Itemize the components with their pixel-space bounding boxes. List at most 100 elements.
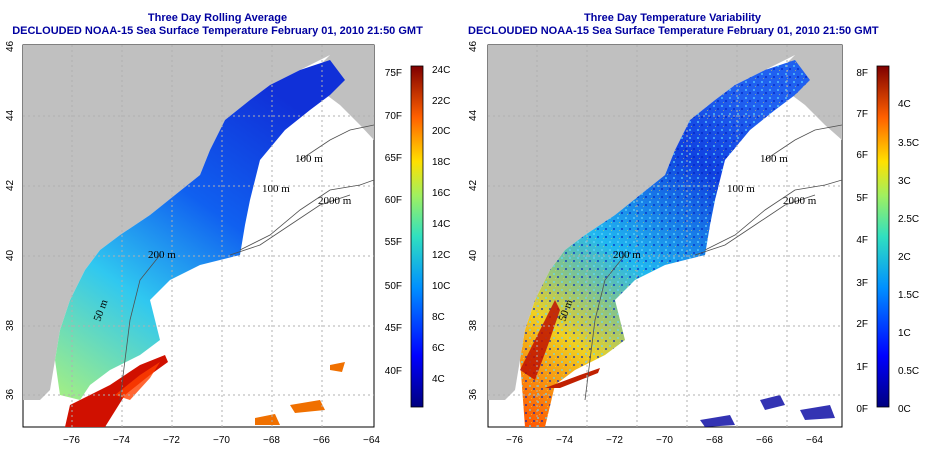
right-cb-f-label: 2F	[856, 319, 868, 330]
left-cb-f-label: 50F	[385, 281, 402, 292]
right-cb-f-label: 6F	[856, 150, 868, 161]
left-lat-label: 46	[5, 40, 16, 52]
left-lon-label: −74	[113, 435, 130, 446]
left-lat-labels: 36 38 40 42 44 46	[5, 40, 16, 400]
right-lon-label: −68	[706, 435, 723, 446]
left-cb-c-label: 4C	[432, 374, 445, 385]
right-cb-f-label: 3F	[856, 278, 868, 289]
left-cb-c-label: 16C	[432, 188, 450, 199]
right-lat-label: 46	[468, 40, 479, 52]
right-offshore-patches	[700, 395, 835, 427]
right-colorbar-f-labels: 8F 7F 6F 5F 4F 3F 2F 1F 0F	[856, 68, 868, 415]
right-map-panel: 100 m 100 m 2000 m 200 m 50 m −76 −74 −7…	[468, 40, 919, 446]
right-lat-label: 44	[468, 109, 479, 121]
right-colorbar	[876, 65, 890, 408]
left-map-panel: 100 m 100 m 2000 m 200 m 50 m −76 −74 −7…	[5, 40, 450, 446]
left-lon-labels: −76 −74 −72 −70 −68 −66 −64	[63, 435, 380, 446]
left-gridlines	[23, 45, 374, 427]
right-cb-c-label: 2.5C	[898, 214, 919, 225]
right-lat-label: 38	[468, 319, 479, 331]
left-contours	[119, 124, 374, 401]
left-cb-c-label: 18C	[432, 157, 450, 168]
left-cb-f-label: 70F	[385, 111, 402, 122]
right-contour-label-100m-a: 100 m	[760, 153, 788, 165]
right-cb-c-label: 1.5C	[898, 290, 919, 301]
right-contour-label-100m-b: 100 m	[727, 183, 755, 195]
right-gridlines	[488, 45, 842, 427]
right-cb-f-label: 4F	[856, 235, 868, 246]
right-cb-c-label: 0.5C	[898, 366, 919, 377]
right-shelf-texture	[520, 60, 810, 427]
right-cb-c-label: 0C	[898, 404, 911, 415]
left-lat-label: 38	[5, 319, 16, 331]
left-lon-label: −68	[263, 435, 280, 446]
right-title-line2: DECLOUDED NOAA-15 Sea Surface Temperatur…	[468, 25, 879, 37]
left-cb-c-label: 8C	[432, 312, 445, 323]
left-contour-label-200m: 200 m	[148, 249, 176, 261]
right-lat-label: 40	[468, 249, 479, 261]
right-contours	[584, 124, 842, 401]
left-cb-c-label: 14C	[432, 219, 450, 230]
left-cb-f-label: 60F	[385, 195, 402, 206]
right-contour-label-200m: 200 m	[613, 249, 641, 261]
right-cb-f-label: 0F	[856, 404, 868, 415]
left-lon-label: −70	[213, 435, 230, 446]
right-lon-label: −76	[506, 435, 523, 446]
left-lat-label: 36	[5, 388, 16, 400]
left-colorbar-f-labels: 75F 70F 65F 60F 55F 50F 45F 40F	[385, 68, 402, 377]
right-lon-label: −74	[556, 435, 573, 446]
left-land	[23, 45, 374, 400]
left-cb-c-label: 12C	[432, 250, 450, 261]
left-lon-label: −72	[163, 435, 180, 446]
left-cb-c-label: 20C	[432, 126, 450, 137]
right-lon-label: −66	[756, 435, 773, 446]
left-cb-f-label: 45F	[385, 323, 402, 334]
left-lon-label: −66	[313, 435, 330, 446]
left-warm-patches	[255, 362, 345, 425]
right-contour-label-2000m: 2000 m	[783, 195, 817, 207]
left-lat-label: 44	[5, 109, 16, 121]
left-contour-label-100m-a: 100 m	[295, 153, 323, 165]
left-cb-c-label: 24C	[432, 65, 450, 76]
left-gulf-edge	[115, 362, 160, 400]
right-lon-label: −70	[656, 435, 673, 446]
left-lon-label: −76	[63, 435, 80, 446]
left-lat-label: 40	[5, 249, 16, 261]
right-cb-c-label: 2C	[898, 252, 911, 263]
right-lat-labels: 36 38 40 42 44 46	[468, 40, 479, 400]
left-cb-f-label: 65F	[385, 153, 402, 164]
right-lat-label: 36	[468, 388, 479, 400]
left-title-line2: DECLOUDED NOAA-15 Sea Surface Temperatur…	[12, 25, 423, 37]
right-lon-label: −72	[606, 435, 623, 446]
right-cb-f-label: 1F	[856, 362, 868, 373]
left-cb-c-label: 22C	[432, 96, 450, 107]
left-colorbar	[410, 65, 424, 408]
right-cb-f-label: 8F	[856, 68, 868, 79]
right-land	[488, 45, 842, 400]
right-lon-labels: −76 −74 −72 −70 −68 −66 −64	[506, 435, 823, 446]
left-cb-f-label: 75F	[385, 68, 402, 79]
right-lon-label: −64	[806, 435, 823, 446]
left-contour-label-100m-b: 100 m	[262, 183, 290, 195]
left-gulf-stream	[65, 355, 168, 427]
right-lat-label: 42	[468, 179, 479, 191]
left-colorbar-c-labels: 24C 22C 20C 18C 16C 14C 12C 10C 8C 6C 4C	[432, 65, 450, 385]
right-title-line1: Three Day Temperature Variability	[583, 12, 762, 24]
right-colorbar-c-labels: 4C 3.5C 3C 2.5C 2C 1.5C 1C 0.5C 0C	[898, 99, 919, 415]
right-cb-f-label: 7F	[856, 109, 868, 120]
right-gulf-front	[545, 368, 600, 388]
right-cb-f-label: 5F	[856, 193, 868, 204]
left-contour-label-2000m: 2000 m	[318, 195, 352, 207]
left-cb-c-label: 6C	[432, 343, 445, 354]
right-cb-c-label: 1C	[898, 328, 911, 339]
left-lon-label: −64	[363, 435, 380, 446]
right-cb-c-label: 3.5C	[898, 138, 919, 149]
left-title-line1: Three Day Rolling Average	[147, 12, 288, 24]
right-cb-c-label: 4C	[898, 99, 911, 110]
right-cb-c-label: 3C	[898, 176, 911, 187]
left-cb-f-label: 55F	[385, 237, 402, 248]
left-lat-label: 42	[5, 179, 16, 191]
right-high-variability-band	[520, 300, 560, 380]
left-cb-c-label: 10C	[432, 281, 450, 292]
